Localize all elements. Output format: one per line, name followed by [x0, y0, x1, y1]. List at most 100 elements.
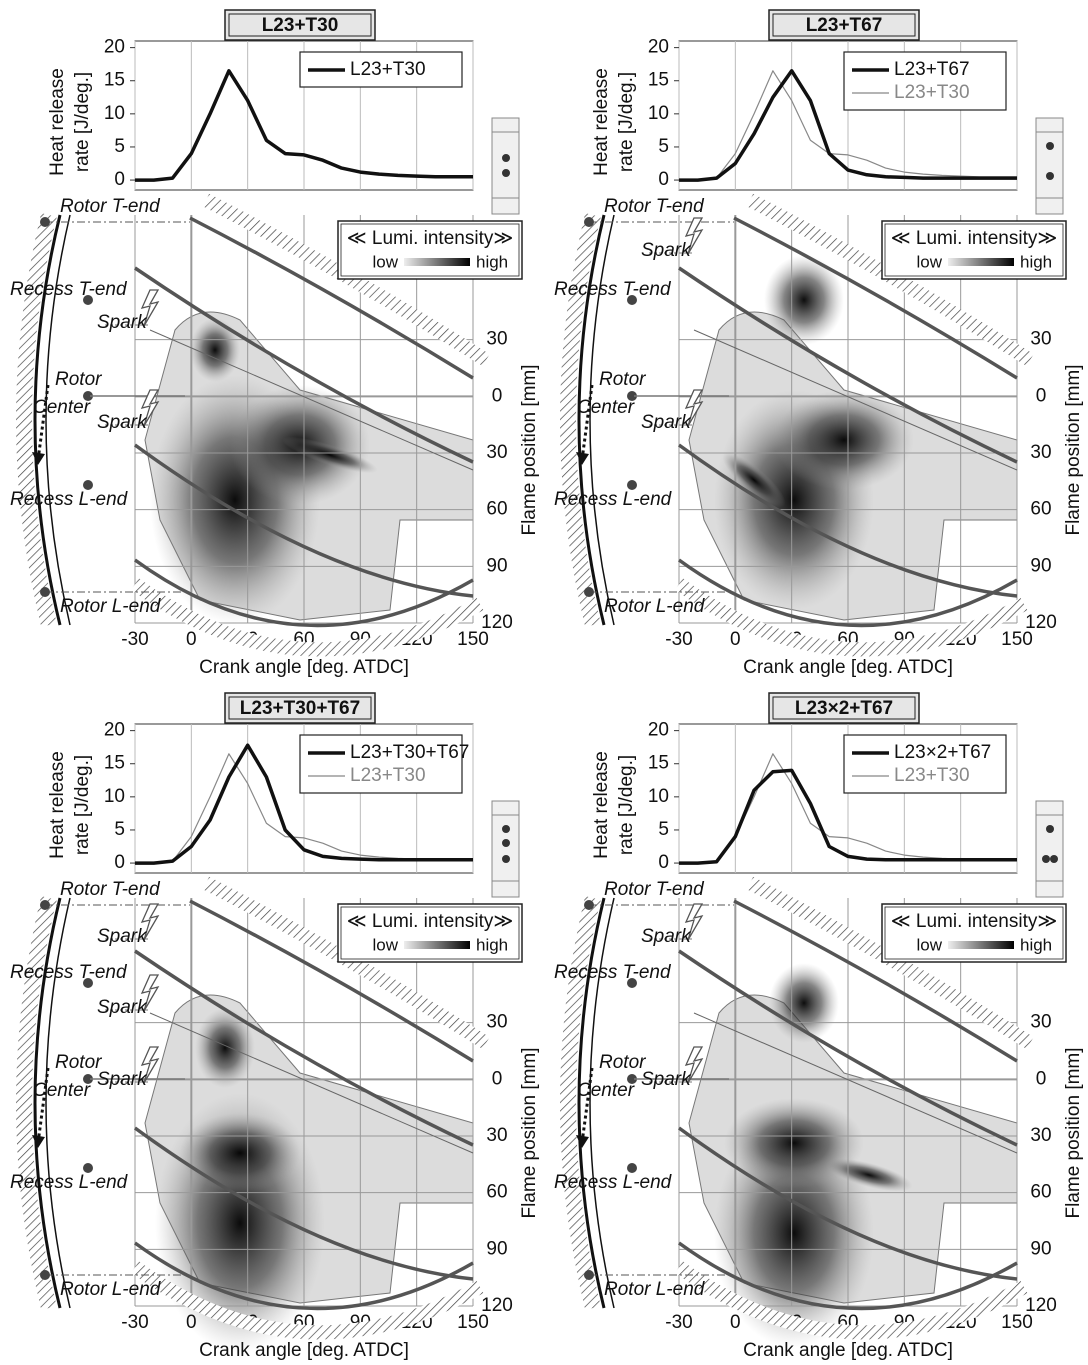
plug-dot — [502, 839, 510, 847]
x-tick-label: -30 — [121, 629, 148, 650]
legend-box — [843, 51, 1007, 111]
legend-box — [299, 734, 463, 794]
rotor-housing — [577, 214, 606, 626]
y2-tick-label: 0 — [1036, 385, 1047, 406]
rotor-curve — [134, 266, 474, 464]
schematic-hatch — [16, 213, 57, 627]
colorbar — [404, 258, 470, 266]
y-tick-label: 20 — [648, 37, 669, 58]
point — [83, 1074, 93, 1084]
colorbar-label: high — [476, 252, 508, 271]
rotor-housing — [577, 897, 606, 1309]
y2-tick-label: 120 — [481, 612, 513, 633]
legend-box-inner — [884, 906, 1064, 960]
spark-icon — [684, 389, 704, 427]
spark-label: Spark — [641, 1069, 692, 1090]
luminosity-blob — [774, 390, 914, 490]
legend-title: ≪ Lumi. intensity≫ — [347, 228, 514, 249]
point — [40, 1270, 50, 1280]
spark-icon — [684, 1046, 704, 1084]
legend-label: L23×2+T67 — [894, 742, 991, 763]
y-tick-label: 10 — [104, 103, 125, 124]
point — [40, 587, 50, 597]
annotation: Recess L-end — [554, 489, 673, 510]
spark-line — [149, 1012, 474, 1154]
x-tick-label: 150 — [457, 1312, 489, 1333]
y-tick-label: 20 — [104, 720, 125, 741]
legend-label: L23+T30 — [350, 59, 426, 80]
plug-dot — [1046, 825, 1054, 833]
schematic-hatch — [560, 213, 601, 627]
annotation: Recess T-end — [10, 962, 128, 983]
luminosity-blob — [190, 318, 240, 382]
title-box — [224, 692, 376, 724]
point — [584, 587, 594, 597]
y2-tick-label: 30 — [486, 329, 507, 350]
annotation: Rotor T-end — [60, 196, 161, 217]
spark-line — [693, 329, 1018, 471]
rotor-curve — [733, 899, 1018, 1063]
legend-label: L23+T30 — [894, 82, 970, 103]
y-tick-label: 15 — [648, 70, 669, 91]
colorbar-label: high — [1020, 252, 1052, 271]
spark-icon — [140, 289, 160, 327]
rotation-arrow — [580, 1067, 594, 1144]
legend-label: L23+T30 — [350, 765, 426, 786]
point — [83, 480, 93, 490]
legend-label: L23+T67 — [894, 59, 970, 80]
y-tick-label: 15 — [104, 753, 125, 774]
rotor-curve — [189, 216, 474, 380]
y2-tick-label: 30 — [1030, 1125, 1051, 1146]
point — [584, 217, 594, 227]
point — [627, 978, 637, 988]
series-line — [679, 768, 1017, 865]
annotation: Rotor — [599, 369, 646, 390]
title-box-inner — [228, 13, 372, 37]
spark-label: Spark — [97, 1069, 148, 1090]
y2-axis-label: Flame position [mm] — [1063, 364, 1084, 535]
rotor-housing — [33, 897, 62, 1309]
annotation: Recess L-end — [554, 1172, 673, 1193]
y2-tick-label: 0 — [492, 1068, 503, 1089]
schematic-hatch — [560, 896, 601, 1310]
colorbar-label: high — [1020, 935, 1052, 954]
rotor-curve — [733, 216, 1018, 380]
annotation: Rotor — [55, 369, 102, 390]
series-line — [135, 743, 473, 865]
y2-tick-label: 30 — [1030, 1012, 1051, 1033]
y-tick-label: 15 — [104, 70, 125, 91]
point — [627, 1074, 637, 1084]
title-box-inner — [772, 696, 916, 720]
point — [83, 295, 93, 305]
x-tick-label: 150 — [457, 629, 489, 650]
spark-label: Spark — [97, 997, 148, 1018]
annotation: Recess T-end — [10, 279, 128, 300]
point — [627, 480, 637, 490]
annotation: Recess L-end — [10, 489, 129, 510]
spark-label: Spark — [97, 312, 148, 333]
y-tick-label: 20 — [104, 37, 125, 58]
hatch — [130, 1261, 484, 1340]
y-tick-label: 10 — [104, 786, 125, 807]
y2-tick-label: 60 — [486, 499, 507, 520]
y2-axis-label: Flame position [mm] — [519, 364, 540, 535]
colorbar-label: low — [916, 935, 942, 954]
y2-tick-label: 90 — [486, 1238, 507, 1259]
rotation-arrow — [36, 1067, 50, 1144]
y2-tick-label: 0 — [492, 385, 503, 406]
spark-label: Spark — [641, 926, 692, 947]
rotor-curve — [134, 949, 474, 1147]
legend-label: L23+T30 — [894, 765, 970, 786]
arrow-head — [576, 1135, 589, 1148]
y-axis-label: Heat release — [47, 68, 68, 176]
legend-title: ≪ Lumi. intensity≫ — [347, 911, 514, 932]
rotor-curve — [677, 1126, 1018, 1281]
legend-box — [843, 734, 1007, 794]
x-axis-label: Crank angle [deg. ATDC] — [743, 657, 953, 678]
title-box-inner — [228, 696, 372, 720]
y-tick-label: 0 — [658, 852, 669, 873]
chart-title: L23×2+T67 — [795, 698, 893, 719]
